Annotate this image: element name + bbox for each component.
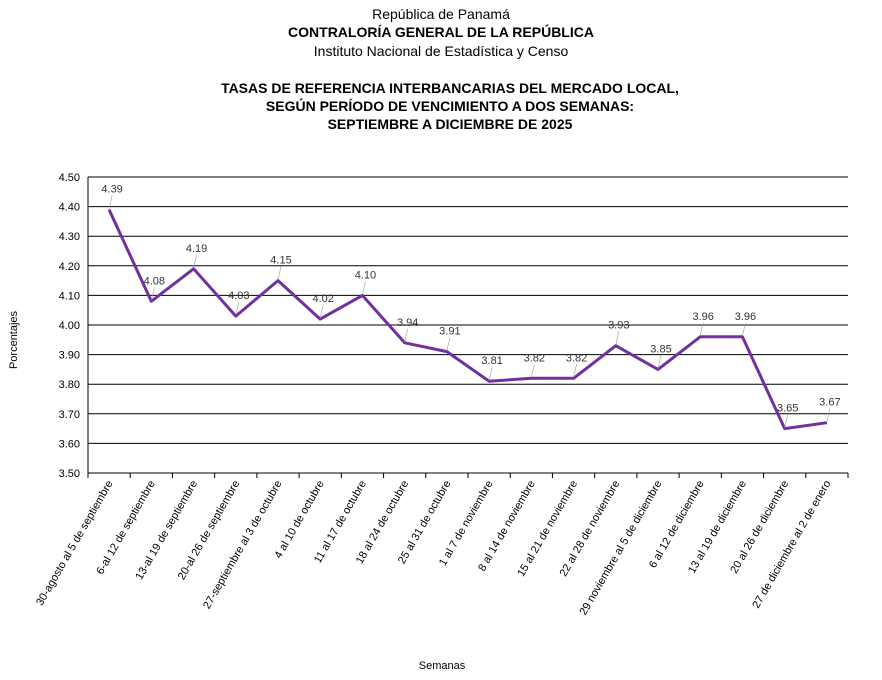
- data-label: 4.02: [313, 293, 334, 305]
- y-tick-label: 3.60: [59, 438, 80, 450]
- data-label: 3.94: [397, 317, 418, 329]
- y-tick-label: 4.10: [59, 290, 80, 302]
- gridlines: [87, 176, 848, 474]
- data-label: 3.82: [524, 352, 545, 364]
- data-label: 3.91: [439, 326, 460, 338]
- header-republic: República de Panamá: [372, 6, 510, 22]
- data-label: 4.10: [355, 269, 376, 281]
- y-tick-label: 4.40: [59, 202, 80, 214]
- chart-title-line-2: SEGÚN PERÍODO DE VENCIMIENTO A DOS SEMAN…: [265, 98, 635, 114]
- chart-title-line-3: SEPTIEMBRE A DICIEMBRE DE 2025: [327, 116, 573, 132]
- data-label: 3.67: [819, 397, 840, 409]
- chart-title-line-1: TASAS DE REFERENCIA INTERBANCARIAS DEL M…: [221, 80, 679, 96]
- label-leader: [319, 305, 324, 319]
- y-tick-label: 3.70: [59, 409, 80, 421]
- data-label: 4.08: [144, 275, 165, 287]
- data-label: 3.81: [481, 355, 502, 367]
- data-label: 4.15: [270, 255, 291, 267]
- y-tick-labels: 3.50 3.60 3.70 3.80 3.90 4.00 4.10 4.20 4.30 4.40…: [59, 172, 80, 480]
- y-tick-label: 4.20: [59, 261, 80, 273]
- label-leader: [277, 266, 282, 280]
- data-label: 4.19: [186, 243, 207, 255]
- label-leader: [657, 355, 662, 369]
- x-tick-label: 27-septiembre al 3 de octubre: [201, 479, 284, 612]
- label-leader: [615, 331, 620, 345]
- series-line: [107, 208, 828, 431]
- y-axis-label: Porcentajes: [8, 310, 20, 369]
- label-leader: [362, 281, 366, 295]
- x-tick-label: 27 de diciembre al 2 de enero: [750, 479, 833, 611]
- data-label: 3.65: [777, 403, 798, 415]
- data-label: 4.03: [228, 290, 249, 302]
- y-tick-label: 3.80: [59, 379, 80, 391]
- y-tick-label: 4.30: [59, 231, 80, 243]
- data-label: 3.93: [608, 320, 629, 332]
- label-leader: [446, 337, 451, 351]
- header-institute: Instituto Nacional de Estadística y Cens…: [313, 43, 569, 59]
- label-leader: [488, 367, 493, 381]
- label-leader: [235, 302, 240, 316]
- label-leader: [531, 364, 535, 378]
- label-leader: [151, 287, 155, 301]
- label-leader: [699, 322, 704, 336]
- data-label: 3.85: [650, 343, 671, 355]
- label-leader: [193, 254, 197, 268]
- x-axis-label: Semanas: [419, 660, 466, 672]
- data-label: 3.96: [693, 311, 714, 323]
- y-tick-label: 4.50: [59, 172, 80, 184]
- y-tick-label: 3.90: [59, 350, 80, 362]
- label-leader: [784, 414, 788, 428]
- data-labels: 4.39 4.08 4.19 4.03 4.15 4.02 4.10 3.94 3.91 3.81…: [101, 184, 840, 415]
- label-leaders: [108, 195, 831, 428]
- label-leader: [826, 408, 831, 422]
- data-label: 3.82: [566, 352, 587, 364]
- y-tick-label: 4.00: [59, 320, 80, 332]
- x-tick-label: 29 noviembre al 5 de diciembre: [577, 479, 664, 618]
- header-contraloria: CONTRALORÍA GENERAL DE LA REPÚBLICA: [288, 24, 594, 40]
- x-tick-label: 30-agosto al 5 de septiembre: [34, 479, 116, 608]
- data-label: 4.39: [101, 184, 122, 196]
- label-leader: [742, 322, 746, 336]
- y-tick-label: 3.50: [59, 468, 80, 480]
- data-label: 3.96: [735, 311, 756, 323]
- label-leader: [573, 364, 577, 378]
- label-leader: [404, 328, 408, 342]
- label-leader: [108, 195, 113, 209]
